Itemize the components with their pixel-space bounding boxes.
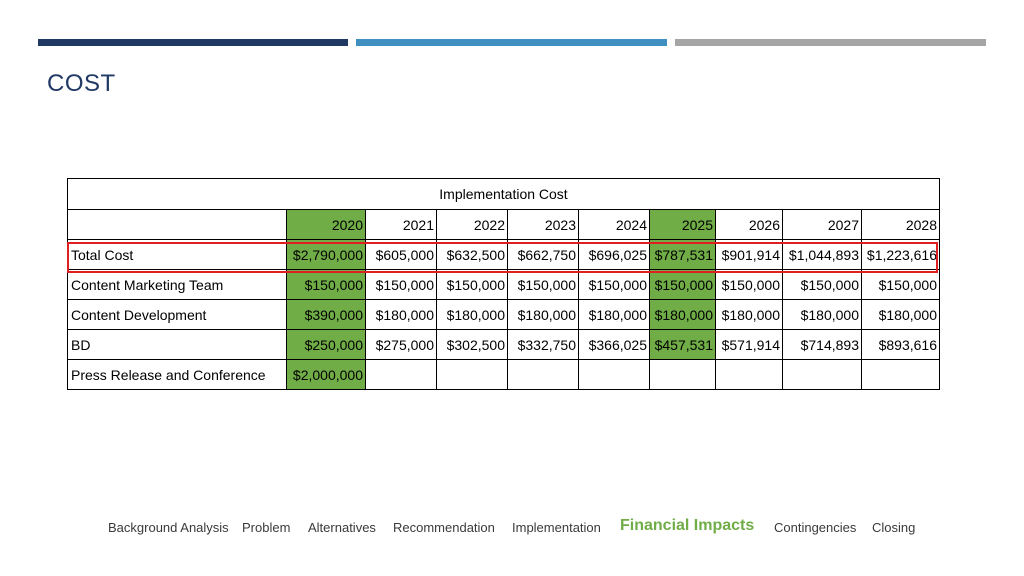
table-cell-2024: $696,025	[578, 239, 650, 270]
table-cell-2024: $366,025	[578, 329, 650, 360]
table-cell-2027: $180,000	[782, 299, 862, 330]
table-cell-2023: $332,750	[507, 329, 579, 360]
implementation-cost-table: Implementation Cost 2020 2021 2022 2023 2024 2…	[67, 178, 940, 390]
nav-item-recommendation[interactable]: Recommendation	[393, 520, 495, 535]
table-row: BD $250,000 $275,000 $302,500 $332,750 $366,0…	[67, 329, 940, 360]
table-cell-2027	[782, 359, 862, 390]
year-header-2027: 2027	[782, 209, 862, 240]
header-bar-light-blue	[356, 39, 667, 46]
table-cell-2028: $893,616	[861, 329, 940, 360]
table-cell-2023	[507, 359, 579, 390]
year-header-2028: 2028	[861, 209, 940, 240]
table-cell-2022: $180,000	[436, 299, 508, 330]
header-bar-dark-blue	[38, 39, 348, 46]
table-cell-2020: $250,000	[286, 329, 366, 360]
caption-row: Implementation Cost	[67, 178, 940, 210]
header-bar-gray	[675, 39, 986, 46]
year-header-2021: 2021	[365, 209, 437, 240]
table-cell-2022: $302,500	[436, 329, 508, 360]
table-cell-2026: $150,000	[715, 269, 783, 300]
table-cell-2022	[436, 359, 508, 390]
table-cell-2020: $150,000	[286, 269, 366, 300]
table-cell-2022: $150,000	[436, 269, 508, 300]
table-cell-2020: $390,000	[286, 299, 366, 330]
table-row: Content Marketing Team $150,000 $150,000 $1…	[67, 269, 940, 300]
row-label: Total Cost	[67, 239, 287, 270]
table-cell-2025: $787,531	[649, 239, 716, 270]
table-cell-2025: $180,000	[649, 299, 716, 330]
year-header-2020: 2020	[286, 209, 366, 240]
table-cell-2028: $1,223,616	[861, 239, 940, 270]
table-cell-2023: $150,000	[507, 269, 579, 300]
table-caption: Implementation Cost	[67, 178, 940, 210]
table-cell-2027: $150,000	[782, 269, 862, 300]
table-row: Press Release and Conference $2,000,000	[67, 359, 940, 390]
table-cell-2027: $1,044,893	[782, 239, 862, 270]
nav-item-background-analysis[interactable]: Background Analysis	[108, 520, 229, 535]
year-header-2024: 2024	[578, 209, 650, 240]
table-cell-2021: $275,000	[365, 329, 437, 360]
nav-item-financial-impacts[interactable]: Financial Impacts	[620, 517, 755, 534]
slide-title: COST	[47, 70, 116, 97]
nav-item-implementation[interactable]: Implementation	[512, 520, 601, 535]
table-cell-2027: $714,893	[782, 329, 862, 360]
table-cell-2021	[365, 359, 437, 390]
year-header-row: 2020 2021 2022 2023 2024 2025 2026 2027 2028	[67, 209, 940, 240]
table-cell-2024: $180,000	[578, 299, 650, 330]
row-label: Press Release and Conference	[67, 359, 287, 390]
year-header-2025: 2025	[649, 209, 716, 240]
table-cell-2025: $457,531	[649, 329, 716, 360]
row-label: Content Development	[67, 299, 287, 330]
header-corner-cell	[67, 209, 287, 240]
table-cell-2028: $150,000	[861, 269, 940, 300]
table-cell-2023: $180,000	[507, 299, 579, 330]
table-cell-2026	[715, 359, 783, 390]
nav-item-contingencies[interactable]: Contingencies	[774, 520, 857, 535]
table-row: Content Development $390,000 $180,000 $180,…	[67, 299, 940, 330]
table-cell-2021: $605,000	[365, 239, 437, 270]
table-cell-2022: $632,500	[436, 239, 508, 270]
table-cell-2020: $2,000,000	[286, 359, 366, 390]
table-body: Implementation Cost 2020 2021 2022 2023 2024 2…	[67, 178, 940, 390]
table-cell-2025	[649, 359, 716, 390]
implementation-cost-table-container: Implementation Cost 2020 2021 2022 2023 2024 2…	[67, 178, 940, 390]
year-header-2026: 2026	[715, 209, 783, 240]
table-cell-2026: $571,914	[715, 329, 783, 360]
row-label: BD	[67, 329, 287, 360]
year-header-2023: 2023	[507, 209, 579, 240]
table-cell-2024	[578, 359, 650, 390]
table-cell-2026: $901,914	[715, 239, 783, 270]
nav-item-problem[interactable]: Problem	[242, 520, 291, 535]
row-label: Content Marketing Team	[67, 269, 287, 300]
table-row: Total Cost $2,790,000 $605,000 $632,500 $662…	[67, 239, 940, 270]
table-cell-2028	[861, 359, 940, 390]
year-header-2022: 2022	[436, 209, 508, 240]
table-cell-2023: $662,750	[507, 239, 579, 270]
table-cell-2021: $150,000	[365, 269, 437, 300]
table-cell-2021: $180,000	[365, 299, 437, 330]
table-cell-2028: $180,000	[861, 299, 940, 330]
table-cell-2025: $150,000	[649, 269, 716, 300]
table-cell-2020: $2,790,000	[286, 239, 366, 270]
nav-item-alternatives[interactable]: Alternatives	[308, 520, 376, 535]
nav-item-closing[interactable]: Closing	[872, 520, 916, 535]
table-cell-2024: $150,000	[578, 269, 650, 300]
table-cell-2026: $180,000	[715, 299, 783, 330]
